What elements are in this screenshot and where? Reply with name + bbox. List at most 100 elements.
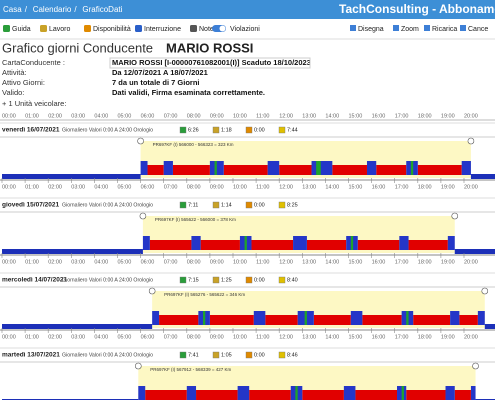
breadcrumb-item[interactable]: Calendario xyxy=(33,5,72,14)
tool-icon[interactable] xyxy=(393,25,399,31)
info-value: Da 12/07/2021 A 18/07/2021 xyxy=(112,68,208,77)
info-box xyxy=(109,57,311,69)
tool-icon[interactable] xyxy=(84,25,91,32)
total-icon xyxy=(179,126,187,134)
hour-label: 15:00 xyxy=(349,184,363,190)
hour-label: 18:00 xyxy=(418,184,432,190)
total-icon xyxy=(278,351,286,359)
work-bar xyxy=(343,386,356,400)
info-label: Valido: xyxy=(2,88,24,97)
day-info: Giornaliero Valori 0:00 A 24:00 Orologio xyxy=(62,352,153,358)
total-value: 0:00 xyxy=(254,352,265,358)
tool-label[interactable]: Interruzione xyxy=(144,26,181,33)
tool-label[interactable]: Cance xyxy=(468,26,488,33)
hour-label: 10:00 xyxy=(233,259,247,265)
driving-bar xyxy=(209,315,254,325)
tool-label[interactable]: Guida xyxy=(12,26,31,33)
hour-label: 04:00 xyxy=(94,334,108,340)
hour-label: 15:00 xyxy=(349,259,363,265)
hour-label: 09:00 xyxy=(210,259,224,265)
hour-label: 15:00 xyxy=(349,113,363,119)
brand: TachConsulting - Abbonamen xyxy=(339,2,495,16)
work-bar xyxy=(186,386,197,400)
total-icon xyxy=(278,126,286,134)
tool-label[interactable]: Disegna xyxy=(358,26,384,33)
availability-bar xyxy=(202,311,206,325)
day-date: giovedì 15/07/2021 xyxy=(2,202,59,209)
hour-label: 13:00 xyxy=(302,334,316,340)
hour-label: 13:00 xyxy=(302,259,316,265)
tool-label[interactable]: Lavoro xyxy=(49,26,71,33)
tool-icon[interactable] xyxy=(424,25,430,31)
hour-label: 12:00 xyxy=(279,113,293,119)
driving-bar xyxy=(159,315,199,325)
hour-label: 09:00 xyxy=(210,113,224,119)
hour-label: 05:00 xyxy=(118,184,132,190)
hour-label: 05:00 xyxy=(118,113,132,119)
info-label: Attivo Giorni: xyxy=(2,78,45,87)
driving-bar xyxy=(376,165,407,175)
period-marker xyxy=(134,362,142,370)
toggle-knob xyxy=(219,25,226,32)
driving-bar xyxy=(454,390,471,400)
total-value: 0:00 xyxy=(254,277,265,283)
breadcrumb-item[interactable]: Casa xyxy=(3,5,22,14)
hour-label: 14:00 xyxy=(325,113,339,119)
work-bar xyxy=(142,236,150,250)
total-value: 0:00 xyxy=(254,127,265,133)
driver-name: MARIO ROSSI xyxy=(166,40,253,55)
hour-label: 00:00 xyxy=(2,113,16,119)
rest-bar xyxy=(2,174,141,179)
driving-bar xyxy=(196,390,238,400)
hour-label: 17:00 xyxy=(395,113,409,119)
tool-label[interactable]: Ricarica xyxy=(432,26,457,33)
driving-bar xyxy=(145,390,187,400)
hour-label: 19:00 xyxy=(441,113,455,119)
total-value: 1:25 xyxy=(221,277,232,283)
hour-label: 04:00 xyxy=(94,113,108,119)
driving-bar xyxy=(265,315,298,325)
vehicle-label: PR697KF (I) 566000 - 566323 = 323 Km xyxy=(153,142,234,147)
work-bar xyxy=(152,311,160,325)
hour-label: 10:00 xyxy=(233,334,247,340)
vehicles[interactable]: + 1 Unità veicolare: xyxy=(2,99,66,108)
work-bar xyxy=(293,236,307,250)
breadcrumb-item[interactable]: GraficoDati xyxy=(82,5,122,14)
total-icon xyxy=(245,126,253,134)
hour-label: 17:00 xyxy=(395,184,409,190)
period-marker xyxy=(148,287,156,295)
rest-bar xyxy=(484,324,495,329)
hour-label: 16:00 xyxy=(372,113,386,119)
tool-label[interactable]: Disponibilità xyxy=(93,26,131,33)
hour-label: 00:00 xyxy=(2,184,16,190)
tool-icon[interactable] xyxy=(40,25,47,32)
work-bar xyxy=(138,386,146,400)
driving-bar xyxy=(413,315,451,325)
hour-label: 15:00 xyxy=(349,334,363,340)
total-icon xyxy=(179,276,187,284)
tool-icon[interactable] xyxy=(3,25,10,32)
hour-label: 04:00 xyxy=(94,259,108,265)
hour-label: 11:00 xyxy=(256,259,269,265)
tool-icon[interactable] xyxy=(460,25,466,31)
hour-label: 05:00 xyxy=(118,334,132,340)
tool-icon[interactable] xyxy=(350,25,356,31)
title: Grafico giorni Conducente xyxy=(2,40,153,55)
period-marker xyxy=(139,212,147,220)
total-value: 7:15 xyxy=(188,277,199,283)
tool-label[interactable]: Violazioni xyxy=(230,26,260,33)
day-date: venerdì 16/07/2021 xyxy=(2,127,60,134)
total-value: 0:00 xyxy=(254,202,265,208)
driving-bar xyxy=(408,240,448,250)
tool-label[interactable]: Note xyxy=(199,26,214,33)
total-value: 1:05 xyxy=(221,352,232,358)
tool-icon[interactable] xyxy=(190,25,197,32)
total-icon xyxy=(278,201,286,209)
hour-label: 02:00 xyxy=(48,184,62,190)
hour-label: 07:00 xyxy=(164,113,178,119)
work-bar xyxy=(140,161,148,175)
work-bar xyxy=(450,311,460,325)
tool-label[interactable]: Zoom xyxy=(401,26,419,33)
tool-icon[interactable] xyxy=(135,25,142,32)
total-value: 8:25 xyxy=(287,202,298,208)
